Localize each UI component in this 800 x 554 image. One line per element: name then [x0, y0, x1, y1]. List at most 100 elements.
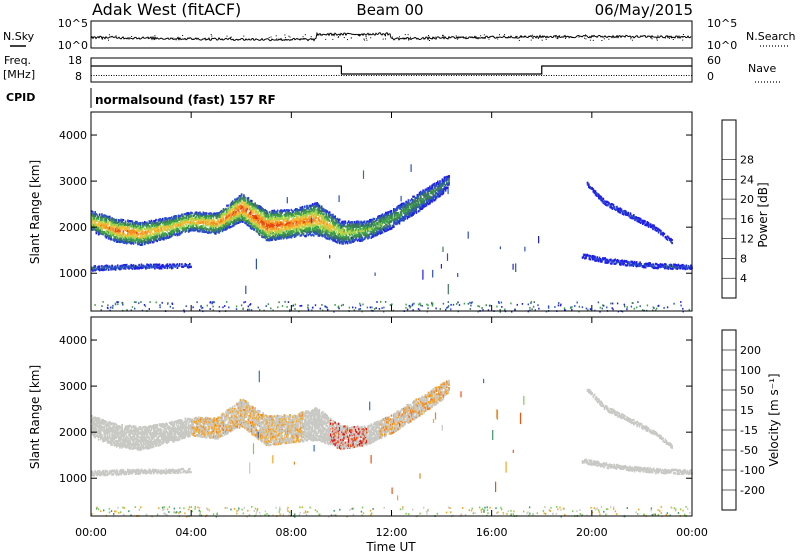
noise-search-dot — [489, 36, 491, 38]
power-cell — [180, 217, 182, 220]
noise-search-dot — [345, 34, 347, 36]
power-cell — [234, 204, 236, 207]
nave-dot — [666, 75, 667, 76]
power-cell — [127, 227, 129, 230]
power-cell — [227, 221, 229, 224]
power-cell — [107, 237, 110, 240]
power-cell — [97, 233, 100, 236]
power-cell — [298, 232, 300, 235]
power-cell — [125, 228, 128, 231]
power-cell — [114, 221, 117, 224]
nave-dot — [326, 75, 327, 76]
power-cell — [192, 224, 194, 227]
power-cell — [202, 218, 205, 221]
power-cell — [111, 220, 113, 223]
power-cell — [235, 222, 237, 225]
noise-search-dot — [407, 34, 409, 36]
power-cell — [193, 227, 196, 230]
nave-dot — [338, 75, 340, 76]
nave-dot — [156, 75, 157, 76]
power-cell — [240, 220, 243, 223]
power-cell — [146, 234, 148, 237]
power-cell — [122, 230, 125, 233]
nave-dot — [316, 75, 317, 76]
power-cell — [212, 212, 215, 215]
power-cell — [162, 219, 164, 222]
power-cell — [178, 222, 181, 225]
power-cell — [160, 234, 163, 237]
noise-search-dot — [545, 38, 547, 40]
nave-dot — [408, 75, 410, 76]
power-cell — [123, 222, 126, 225]
power-cell — [125, 234, 128, 238]
power-cell — [205, 212, 208, 215]
nave-dot — [428, 75, 430, 76]
power-cell — [110, 230, 112, 233]
power-cell — [189, 213, 191, 216]
power-cell — [94, 223, 96, 226]
power-cell — [109, 235, 111, 238]
power-cell — [181, 227, 183, 230]
power-cell — [238, 195, 241, 198]
power-cell — [234, 216, 236, 219]
power-cell — [147, 222, 149, 226]
power-cell — [226, 209, 228, 212]
power-cell — [215, 232, 217, 235]
power-cell — [236, 212, 238, 215]
power-cell — [148, 240, 151, 243]
noise-search-dot — [585, 38, 587, 40]
power-cell — [237, 213, 240, 216]
nave-dot — [521, 75, 522, 76]
nave-dot — [343, 75, 345, 76]
power-cell — [128, 230, 130, 234]
power-cell — [101, 222, 103, 225]
nave-dot — [298, 75, 300, 76]
power-cell — [225, 225, 227, 228]
power-cell — [140, 233, 143, 236]
power-cell — [110, 223, 112, 226]
power-cell — [200, 212, 202, 215]
power-cell — [200, 216, 202, 220]
power-cell — [227, 215, 229, 218]
power-cell — [131, 225, 134, 228]
nave-dot — [658, 75, 660, 76]
noise-search-dot — [128, 38, 130, 40]
power-cell — [101, 213, 103, 216]
power-cell — [92, 218, 94, 221]
noise-search-dot — [364, 39, 366, 41]
power-cell — [130, 220, 132, 223]
noise-search-dot — [669, 37, 670, 39]
power-cell — [237, 221, 240, 224]
power-cell — [221, 227, 224, 230]
power-cell — [110, 226, 112, 229]
noise-search-dot — [284, 34, 286, 36]
power-cell — [165, 225, 167, 228]
nave-dot — [481, 75, 482, 76]
noise-trace — [90, 31, 692, 42]
power-cell — [123, 226, 126, 229]
power-cell — [216, 217, 218, 220]
noise-search-dot — [539, 35, 541, 37]
power-cell — [121, 226, 123, 229]
power-cell — [164, 217, 166, 220]
power-cell — [235, 216, 237, 219]
power-cell — [177, 222, 180, 225]
noise-search-dot — [347, 39, 348, 41]
nave-dot — [411, 75, 412, 76]
power-cell — [112, 230, 114, 233]
power-cell — [207, 217, 209, 220]
power-cell — [96, 219, 99, 222]
power-cell — [229, 226, 232, 229]
power-cell — [137, 226, 139, 229]
power-cell — [139, 225, 142, 228]
nave-dot — [243, 75, 245, 76]
power-cell — [208, 219, 210, 222]
power-cell — [171, 219, 173, 222]
power-cell — [130, 224, 132, 228]
noise-search-dot — [556, 37, 558, 39]
power-cell — [114, 224, 117, 227]
nave-dot — [288, 75, 290, 76]
power-cell — [93, 213, 95, 216]
power-cell — [213, 222, 216, 225]
noise-search-dot — [518, 39, 520, 41]
